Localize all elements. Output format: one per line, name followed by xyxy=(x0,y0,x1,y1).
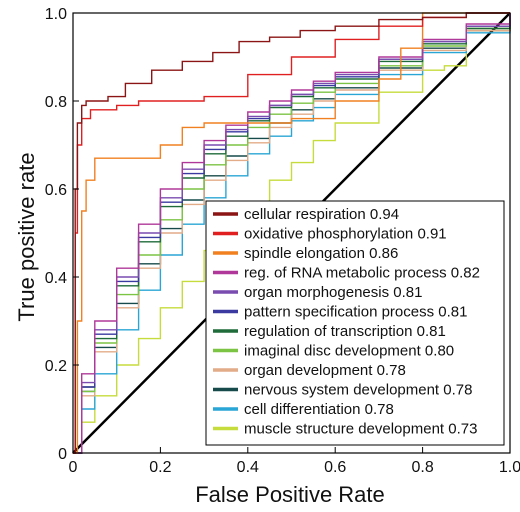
axis-ticks: 0 0.2 0.4 0.6 0.8 1.0 0 0.2 0.4 0.6 0.8 1.0 xyxy=(45,6,520,476)
plot-frame xyxy=(72,12,511,454)
legend-entry: spindle elongation 0.86 xyxy=(244,245,398,262)
series-line-oxidative-phosphorylation xyxy=(73,12,510,454)
legend-entry: organ morphogenesis 0.81 xyxy=(244,284,422,301)
legend-entry: muscle structure development 0.73 xyxy=(244,421,477,438)
legend-entry: cell differentiation 0.78 xyxy=(244,401,394,418)
x-axis-title: False Positive Rate xyxy=(195,482,385,507)
legend-box xyxy=(205,200,505,446)
y-tick-label: 1.0 xyxy=(45,6,67,23)
x-tick-label: 0 xyxy=(69,459,78,476)
y-tick-label: 0.2 xyxy=(45,358,67,375)
plot-area xyxy=(72,12,511,454)
legend-entry: nervous system development 0.78 xyxy=(244,382,472,399)
legend-entry: regulation of transcription 0.81 xyxy=(244,323,446,340)
legend-entry: cellular respiration 0.94 xyxy=(244,206,399,223)
x-tick-label: 0.6 xyxy=(324,459,346,476)
x-tick-label: 1.0 xyxy=(499,459,520,476)
y-axis-title: True positive rate xyxy=(14,152,39,321)
legend-entry: organ development 0.78 xyxy=(244,362,406,379)
series-line-cellular-respiration xyxy=(73,12,510,454)
legend-entry: reg. of RNA metabolic process 0.82 xyxy=(244,265,480,282)
y-tick-label: 0.4 xyxy=(45,270,67,287)
legend: cellular respiration 0.94 oxidative phosp… xyxy=(205,200,505,446)
y-tick-label: 0.6 xyxy=(45,182,67,199)
legend-entry: imaginal disc development 0.80 xyxy=(244,343,454,360)
legend-entry: oxidative phosphorylation 0.91 xyxy=(244,226,447,243)
x-tick-label: 0.2 xyxy=(149,459,171,476)
y-tick-label: 0.8 xyxy=(45,94,67,111)
series-line-reg-of-rna-metabolic-process xyxy=(73,13,511,454)
x-tick-label: 0.8 xyxy=(411,459,433,476)
x-tick-label: 0.4 xyxy=(237,459,259,476)
legend-entry: pattern specification process 0.81 xyxy=(244,304,467,321)
series-line-spindle-elongation xyxy=(73,12,510,454)
y-tick-label: 0 xyxy=(58,446,67,463)
